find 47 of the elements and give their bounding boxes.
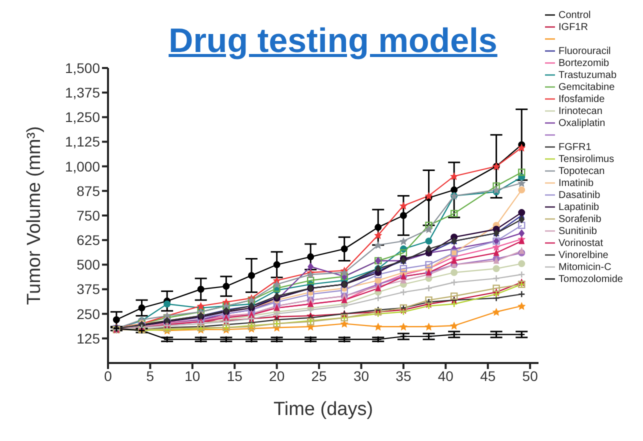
y-tick-label: 500 [76,256,100,273]
x-tick-label: 40 [438,368,454,384]
legend-label: Tensirolimus [558,154,614,165]
y-tick-label: 1,000 [64,158,100,174]
legend-label: Irinotecan [558,106,602,117]
y-tick-label: 875 [76,182,100,199]
x-tick-label: 45 [480,368,496,384]
legend-label: Tomozolomide [558,274,623,285]
legend-label: Gemcitabine [558,82,615,93]
y-tick-label: 250 [76,306,100,322]
x-tick-label: 50 [522,368,538,384]
legend-label: Sorafenib [558,214,602,225]
legend-label: Imatinib [558,178,594,189]
x-tick-label: 30 [353,368,370,384]
legend-label: Lapatinib [558,202,600,213]
y-tick-label: 1,500 [64,60,100,76]
legend-label: IGF1R [558,22,588,33]
x-tick-label: 20 [269,368,285,384]
x-tick-label: 25 [311,368,328,384]
x-tick-label: 5 [146,368,154,384]
x-axis-title: Time (days) [273,399,374,420]
x-tick-label: 0 [104,368,112,384]
legend-label: Vinorelbine [558,250,608,261]
x-tick-label: 15 [226,368,243,384]
x-tick-label: 35 [396,368,412,384]
x-tick-label: 10 [184,368,200,384]
y-tick-label: 1,375 [64,84,100,101]
y-tick-label: 125 [76,330,100,346]
legend-label: Dasatinib [558,190,600,201]
y-tick-label: 625 [76,232,100,248]
y-tick-label: 375 [76,281,100,298]
chart-title: Drug testing models [168,22,498,61]
legend-label: Topotecan [558,166,605,177]
legend-label: Ifosfamide [558,94,605,105]
legend-label: Sunitinib [558,226,597,237]
legend-label: FGFR1 [558,142,592,153]
y-tick-label: 1,250 [64,109,100,126]
y-tick-label: 1,125 [64,134,100,150]
legend-label: Mitomicin-C [558,262,612,273]
legend-label: Oxaliplatin [558,118,606,129]
legend-label: Bortezomib [558,58,610,69]
y-axis-title: Tumor Volume (mm³) [24,126,45,305]
legend-label: Vorinostat [558,238,603,249]
legend-label: Control [558,10,591,21]
legend-label: Trastuzumab [558,70,616,81]
y-tick-label: 750 [76,207,100,224]
legend-label: Fluorouracil [558,46,611,57]
